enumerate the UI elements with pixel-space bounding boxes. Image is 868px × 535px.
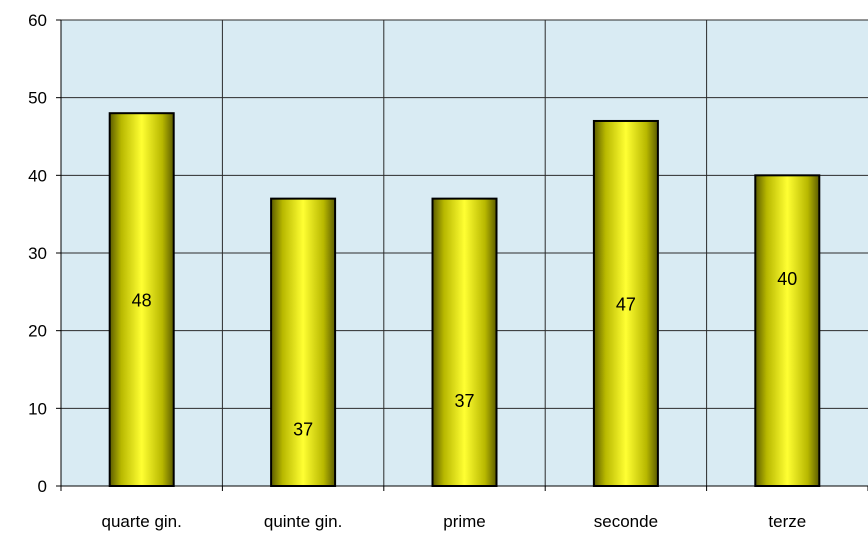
bar bbox=[431, 197, 498, 487]
x-tick-label: prime bbox=[443, 512, 486, 531]
y-tick-label: 40 bbox=[28, 166, 47, 185]
bar bbox=[270, 197, 337, 487]
bars bbox=[108, 112, 821, 487]
bar bbox=[754, 174, 821, 487]
y-tick-label: 60 bbox=[28, 11, 47, 30]
data-label: 37 bbox=[454, 391, 474, 411]
axes bbox=[56, 19, 868, 491]
y-tick-label: 50 bbox=[28, 89, 47, 108]
y-tick-label: 10 bbox=[28, 399, 47, 418]
y-tick-label: 30 bbox=[28, 244, 47, 263]
x-tick-label: seconde bbox=[594, 512, 658, 531]
data-label: 47 bbox=[616, 294, 636, 314]
labels: 0 10 20 30 40 50 60 quarte gin. quinte gin. prime… bbox=[28, 11, 806, 531]
y-tick-label: 0 bbox=[38, 477, 47, 496]
data-label: 40 bbox=[777, 269, 797, 289]
data-label: 37 bbox=[293, 420, 313, 440]
x-tick-label: quarte gin. bbox=[102, 512, 182, 531]
bar bbox=[108, 112, 175, 487]
x-tick-label: quinte gin. bbox=[264, 512, 342, 531]
data-label: 48 bbox=[132, 291, 152, 311]
y-tick-label: 20 bbox=[28, 322, 47, 341]
x-tick-label: terze bbox=[768, 512, 806, 531]
